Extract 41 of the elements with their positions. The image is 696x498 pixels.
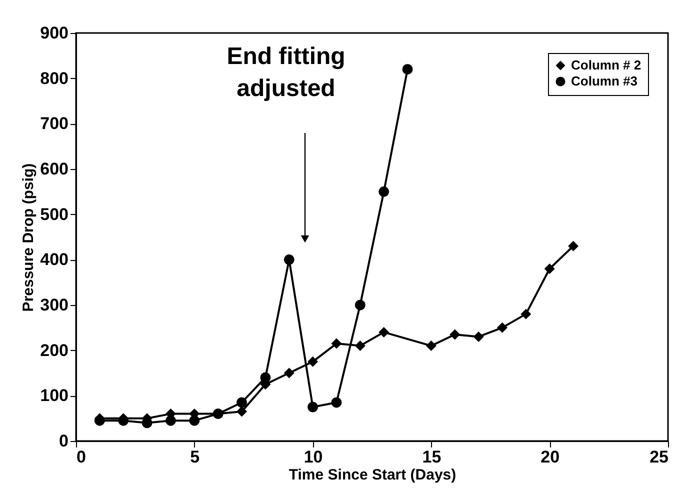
y-tick-label: 900 — [40, 24, 68, 42]
legend-label: Column #3 — [571, 74, 638, 88]
point — [402, 64, 413, 74]
x-tick-label: 15 — [422, 448, 442, 466]
x-axis-title: Time Since Start (Days) — [288, 466, 456, 484]
x-tick-label: 10 — [304, 448, 323, 466]
point — [308, 356, 318, 367]
point — [544, 263, 555, 274]
x-tick-label: 25 — [650, 448, 668, 466]
point — [426, 340, 436, 352]
point — [378, 186, 390, 197]
x-tick-label: 20 — [540, 448, 560, 466]
point — [308, 402, 318, 412]
y-tick-label: 100 — [40, 386, 68, 406]
y-tick-label: 400 — [40, 250, 68, 270]
point — [473, 331, 484, 342]
legend-label: Column # 2 — [571, 58, 642, 72]
y-tick-label: 300 — [40, 296, 68, 314]
point — [331, 397, 342, 408]
point — [496, 322, 508, 333]
y-tick-label: 700 — [40, 114, 68, 134]
point — [450, 329, 460, 340]
point — [284, 254, 294, 265]
y-axis-title: Pressure Drop (psig) — [20, 163, 38, 312]
point — [331, 338, 342, 349]
x-tick-label: 5 — [190, 448, 200, 466]
y-tick-label: 0 — [59, 432, 68, 450]
point — [354, 340, 366, 352]
y-tick-label: 500 — [40, 204, 68, 224]
annotation: End fitting adjusted — [226, 43, 346, 102]
y-tick-label: 200 — [40, 340, 68, 360]
point — [354, 300, 366, 310]
point — [236, 406, 248, 417]
x-tick-label: 0 — [76, 448, 86, 466]
point — [236, 397, 248, 408]
point — [520, 308, 532, 320]
point — [284, 368, 294, 378]
point — [378, 326, 390, 338]
y-tick-label: 800 — [40, 68, 68, 88]
y-tick-label: 600 — [40, 160, 68, 178]
point — [568, 240, 579, 252]
